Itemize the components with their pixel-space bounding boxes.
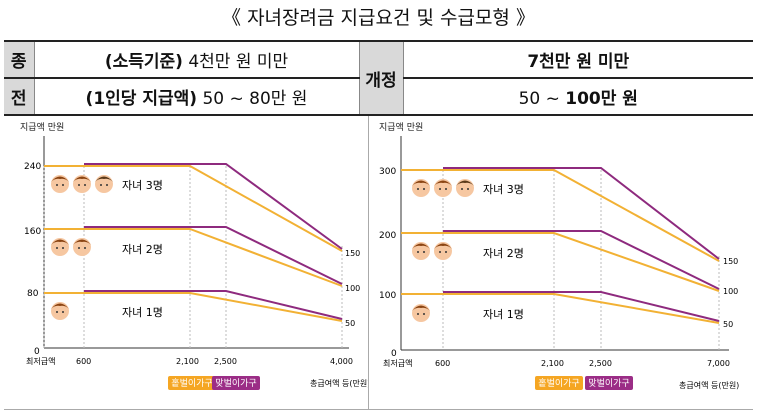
x-tick-label: 2,100 (176, 357, 199, 366)
after-amount-prefix: 50 ~ (518, 89, 566, 109)
end-value-label: 150 (345, 249, 360, 258)
after-amount-bold: 100만 원 (565, 89, 638, 109)
dual-line-1 (401, 293, 720, 324)
dual-line-3 (401, 169, 720, 262)
series-label: 자녀 3명 (483, 183, 524, 196)
single-line-1 (84, 290, 343, 320)
child-face-icon (51, 302, 69, 320)
child-face-icon (412, 242, 430, 260)
y-tick-label: 100 (379, 291, 396, 301)
origin-label: 0 (34, 347, 40, 357)
before-amount-text: 50 ~ 80만 원 (197, 89, 308, 109)
legend-dual-earner: 홑벌이가구 (535, 376, 583, 390)
after-label: 개정 (359, 40, 404, 116)
y-tick-label: 200 (379, 231, 396, 241)
child-face-icon (95, 175, 113, 193)
end-value-label: 100 (345, 284, 360, 293)
end-value-label: 150 (723, 257, 738, 266)
child-icons-1 (51, 302, 69, 320)
page-title: 《 자녀장려금 지급요건 및 수급모형 》 (222, 7, 535, 29)
child-face-icon (434, 242, 452, 260)
table-row: 종 (소득기준) 4천만 원 미만 개정 7천만 원 미만 (4, 40, 753, 116)
before-income-text: 4천만 원 미만 (182, 52, 289, 72)
child-face-icon (412, 179, 430, 197)
single-line-3 (443, 167, 720, 260)
single-line-2 (443, 230, 720, 290)
x-tick-label: 4,000 (330, 357, 353, 366)
x-tick-label: 최저급액 (383, 358, 412, 368)
before-income-bold: (소득기준) (104, 52, 183, 72)
legend-single-earner: 맞벌이가구 (585, 376, 633, 390)
single-line-2 (84, 226, 343, 285)
after-chart-panel: 지급액 만원 300 200 100 0 최저급액 600 2,100 2,50… (368, 116, 753, 410)
child-face-icon (51, 238, 69, 256)
dual-line-2 (401, 232, 720, 292)
before-chart: 지급액 만원 240 160 80 0 최저급액 600 2,100 2,500… (20, 121, 368, 388)
before-label-2: 전 (4, 77, 35, 116)
end-value-label: 100 (723, 287, 738, 296)
single-line-3 (84, 163, 343, 250)
legend-dual-earner: 홑벌이가구 (168, 376, 216, 390)
table-row: 전 (1인당 지급액) 50 ~ 80만 원 50 ~ 100만 원 (4, 77, 753, 116)
origin-label: 0 (391, 349, 397, 359)
x-tick-label: 최저급액 (26, 356, 55, 366)
child-face-icon (434, 179, 452, 197)
series-label: 자녀 3명 (122, 179, 163, 192)
child-face-icon (51, 175, 69, 193)
series-label: 자녀 2명 (122, 243, 163, 256)
child-face-icon (73, 238, 91, 256)
x-axis-title: 총급여액 등(만원) (679, 380, 739, 390)
dual-line-1 (44, 292, 343, 322)
x-tick-label: 600 (435, 359, 450, 368)
after-income-cell: 7천만 원 미만 (403, 40, 753, 79)
before-amount-cell: (1인당 지급액) 50 ~ 80만 원 (34, 77, 360, 116)
x-tick-label: 2,500 (589, 359, 612, 368)
child-face-icon (456, 179, 474, 197)
after-chart: 지급액 만원 300 200 100 0 최저급액 600 2,100 2,50… (379, 121, 739, 390)
before-amount-bold: (1인당 지급액) (85, 89, 198, 109)
x-tick-label: 2,100 (541, 359, 564, 368)
x-axis-title: 총급여액 등(만원) (310, 378, 368, 388)
child-icons-2 (412, 242, 452, 260)
y-axis-title: 지급액 만원 (379, 121, 423, 133)
y-axis-title: 지급액 만원 (20, 121, 64, 133)
before-income-cell: (소득기준) 4천만 원 미만 (34, 40, 360, 79)
dual-line-3 (44, 165, 343, 252)
after-amount-cell: 50 ~ 100만 원 (403, 77, 753, 116)
legend-single-earner: 맞벌이가구 (212, 376, 260, 390)
child-icons-3 (51, 175, 113, 193)
comparison-table: 종 (소득기준) 4천만 원 미만 개정 7천만 원 미만 전 (1인당 지급액… (4, 40, 753, 116)
before-label: 종 (4, 40, 35, 79)
before-chart-panel: 지급액 만원 240 160 80 0 최저급액 600 2,100 2,500… (4, 116, 368, 410)
child-icons-1 (412, 304, 430, 322)
end-value-label: 50 (723, 320, 733, 329)
x-tick-label: 2,500 (214, 357, 237, 366)
child-icons-3 (412, 179, 474, 197)
y-tick-label: 240 (24, 162, 41, 172)
single-line-1 (443, 291, 720, 322)
end-value-label: 50 (345, 319, 355, 328)
series-label: 자녀 2명 (483, 247, 524, 260)
dual-line-2 (44, 228, 343, 287)
y-tick-label: 80 (27, 289, 39, 299)
child-face-icon (412, 304, 430, 322)
y-tick-label: 160 (24, 227, 41, 237)
series-label: 자녀 1명 (483, 308, 524, 321)
y-tick-label: 300 (379, 167, 396, 177)
series-label: 자녀 1명 (122, 306, 163, 319)
child-face-icon (73, 175, 91, 193)
x-tick-label: 7,000 (707, 359, 730, 368)
child-icons-2 (51, 238, 91, 256)
x-tick-label: 600 (76, 357, 91, 366)
